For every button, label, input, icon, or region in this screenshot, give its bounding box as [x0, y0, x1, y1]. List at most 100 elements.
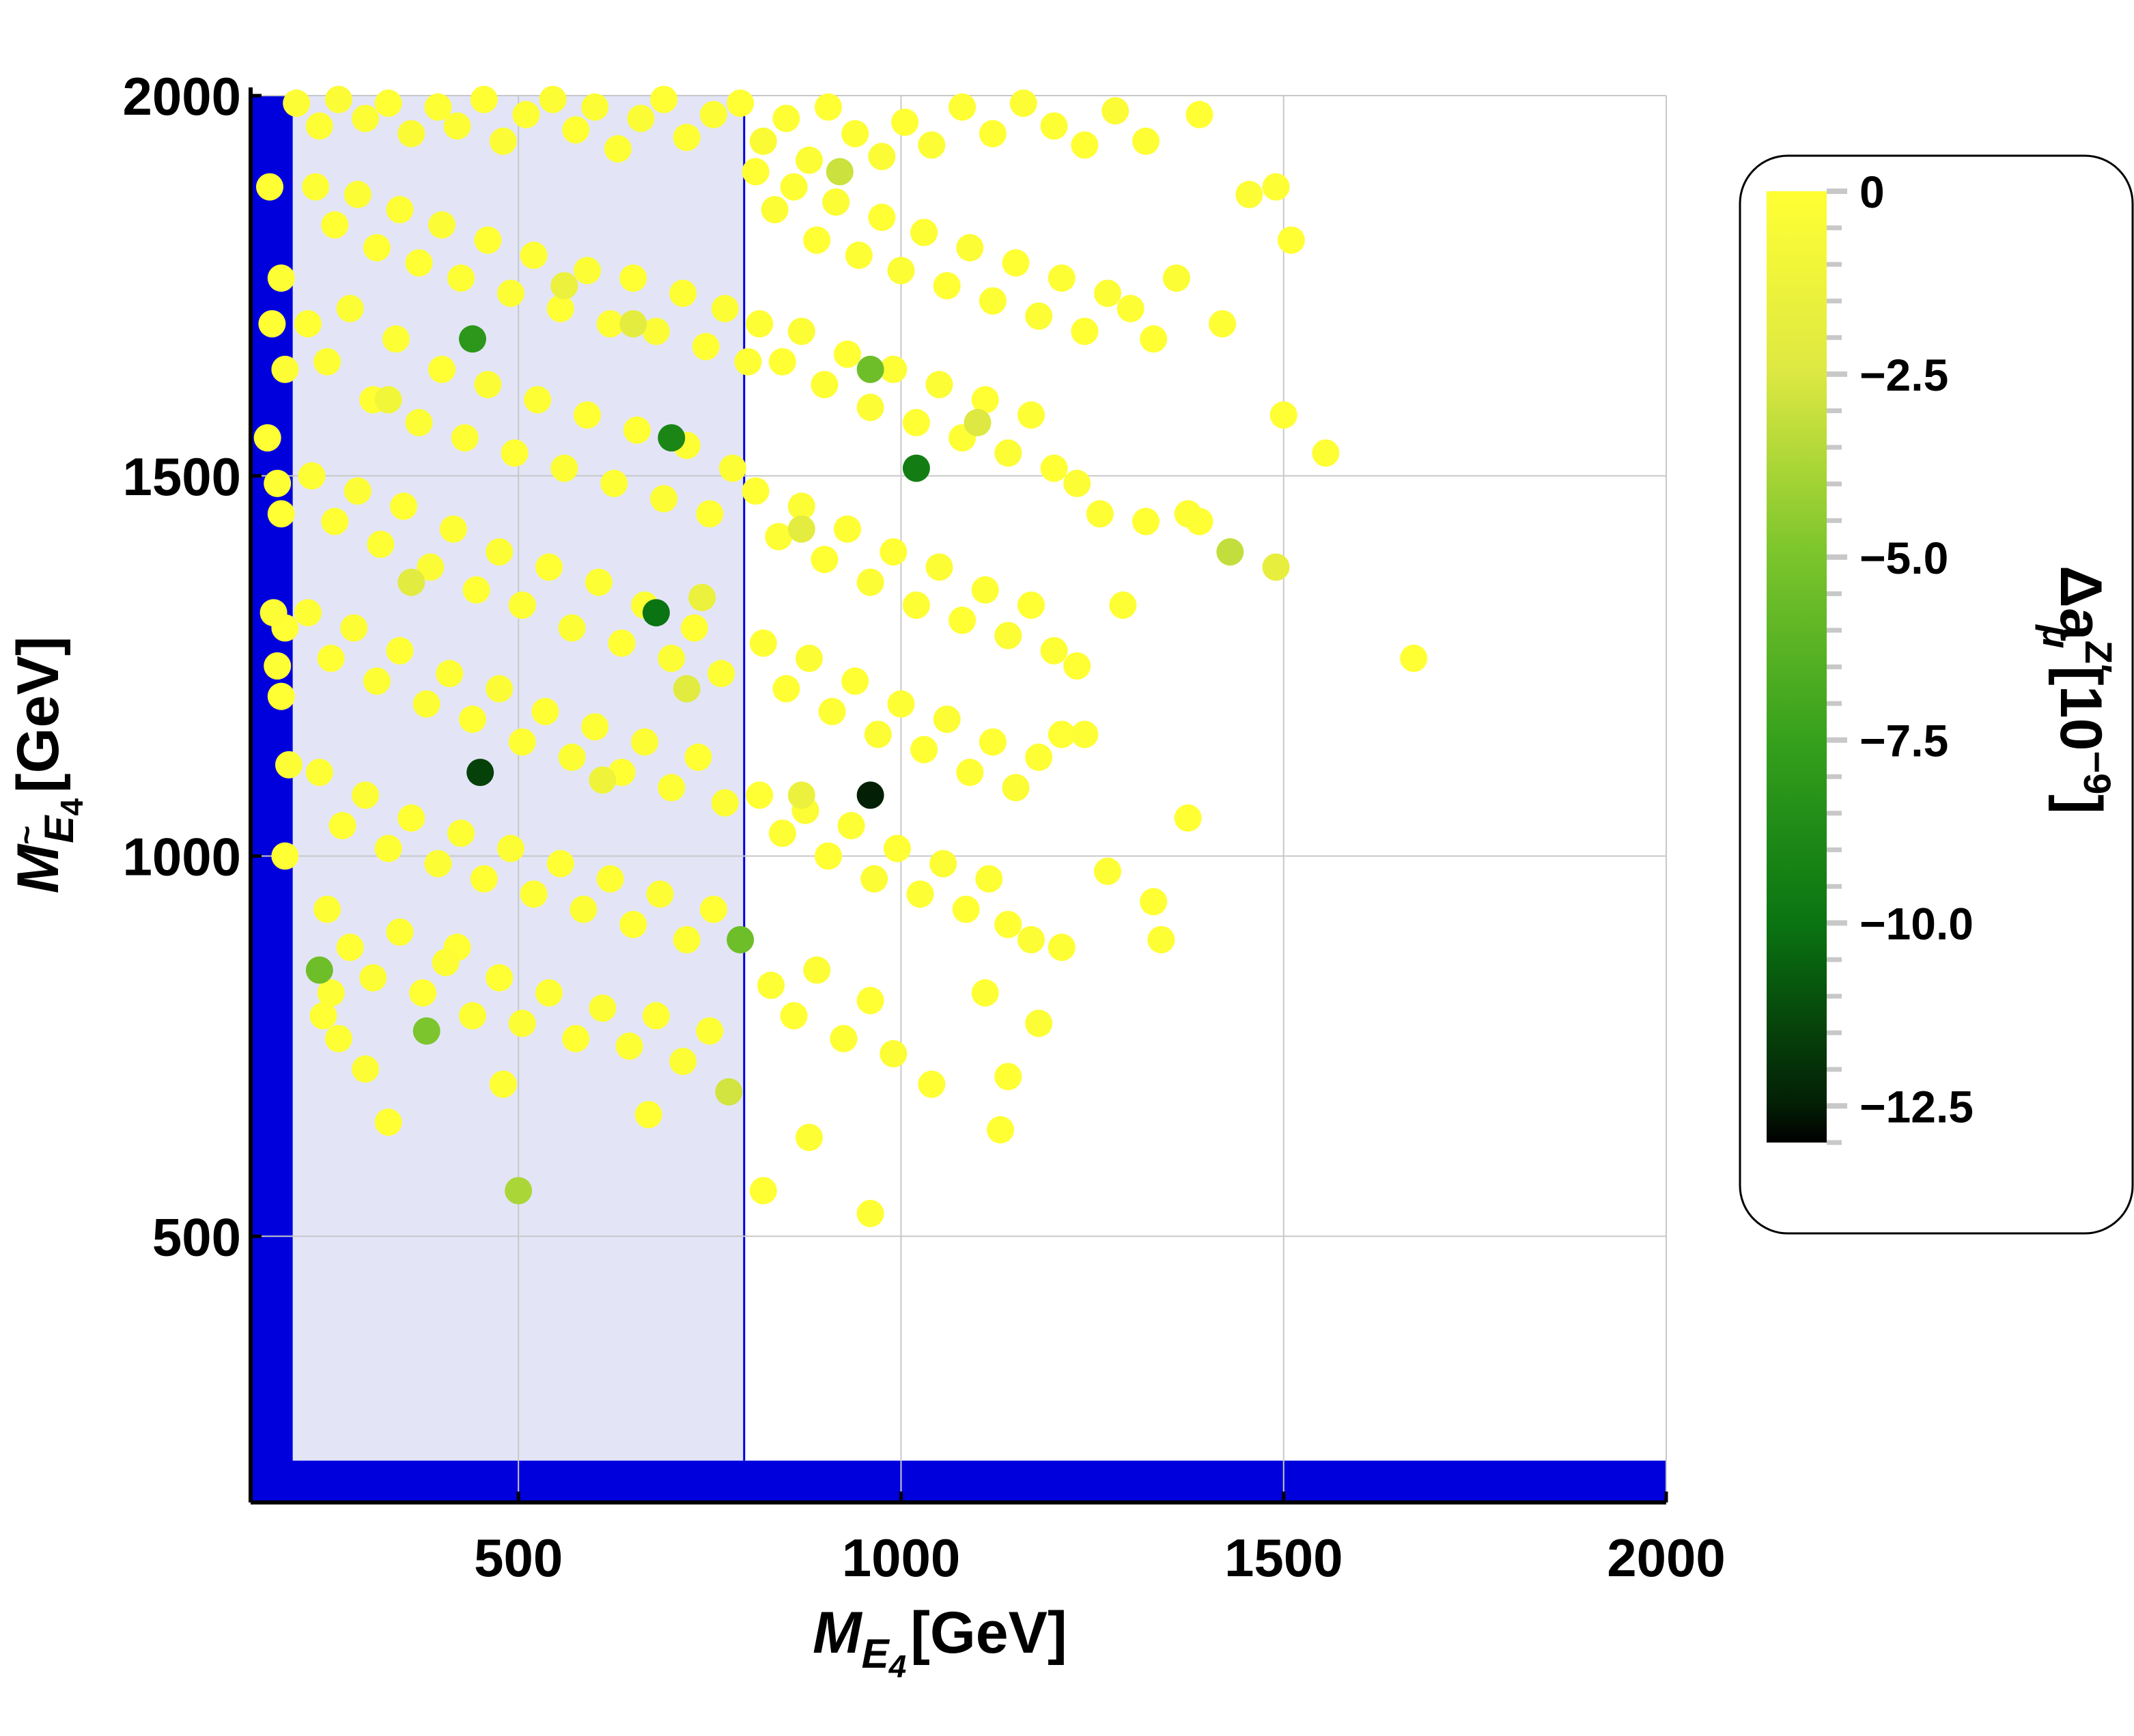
- data-point: [462, 576, 490, 604]
- data-point: [761, 196, 789, 223]
- colorbar-minor-ticks: [1827, 188, 1847, 1145]
- data-point: [956, 234, 984, 262]
- data-point: [864, 720, 892, 748]
- data-point: [267, 500, 295, 528]
- data-point: [466, 759, 494, 786]
- data-point: [397, 568, 425, 596]
- data-point: [868, 204, 896, 232]
- y-axis-title-main: M: [5, 843, 71, 893]
- y-axis-title: M~E4 [GeV]: [5, 636, 89, 894]
- data-point: [1140, 888, 1168, 916]
- data-point: [956, 759, 984, 786]
- data-point: [856, 568, 884, 596]
- data-point: [302, 173, 330, 201]
- data-point: [1094, 857, 1121, 885]
- data-point: [822, 188, 850, 216]
- data-point: [508, 728, 536, 756]
- data-point: [604, 135, 632, 163]
- data-point: [994, 1063, 1022, 1091]
- data-point: [546, 294, 574, 322]
- colorbar-title-sup: Z′: [2077, 641, 2120, 673]
- data-point: [267, 682, 295, 710]
- colorbar-tick-label: −7.5: [1859, 716, 1948, 766]
- data-point: [631, 728, 659, 756]
- data-point: [1174, 804, 1202, 832]
- data-point: [868, 143, 896, 171]
- data-point: [746, 781, 774, 809]
- data-point: [459, 325, 486, 353]
- data-point: [1071, 720, 1099, 748]
- data-point: [1094, 279, 1121, 307]
- data-point: [309, 1002, 337, 1030]
- data-point: [688, 583, 716, 611]
- data-point: [619, 910, 647, 938]
- data-point: [1025, 1009, 1053, 1037]
- svg-text:M~E4[GeV]: M~E4 [GeV]: [5, 636, 89, 894]
- data-point: [558, 614, 586, 642]
- data-point: [535, 553, 563, 581]
- data-point: [673, 675, 701, 703]
- data-point: [317, 645, 345, 672]
- data-point: [340, 614, 368, 642]
- data-point: [1063, 469, 1091, 497]
- data-point: [837, 812, 865, 839]
- data-point: [1109, 591, 1137, 619]
- x-axis-title: ME4[GeV]: [813, 1600, 1067, 1684]
- data-point: [692, 333, 720, 361]
- data-point: [918, 1070, 946, 1098]
- data-point: [508, 1009, 536, 1037]
- data-point: [512, 100, 540, 128]
- data-point: [887, 690, 915, 718]
- data-point: [596, 310, 624, 338]
- data-point: [374, 386, 402, 414]
- data-point: [474, 371, 502, 399]
- colorbar-tick-label: −5.0: [1859, 533, 1948, 583]
- data-point: [684, 743, 712, 771]
- data-point: [1400, 645, 1428, 672]
- data-point: [363, 667, 391, 695]
- data-point: [258, 310, 286, 338]
- colorbar-tick-label: −10.0: [1859, 899, 1974, 949]
- data-point: [451, 424, 479, 452]
- data-point: [1117, 294, 1145, 322]
- data-point: [742, 158, 770, 186]
- data-point: [412, 690, 440, 718]
- data-point: [680, 614, 708, 642]
- data-point: [979, 287, 1007, 315]
- data-point: [749, 1177, 777, 1205]
- data-point: [929, 850, 957, 878]
- data-point: [313, 895, 341, 923]
- data-point: [1216, 538, 1244, 566]
- colorbar-tick-labels: 0 −2.5 −5.0 −7.5 −10.0 −12.5: [1859, 167, 1974, 1132]
- data-point: [412, 1017, 440, 1045]
- data-point: [321, 507, 349, 535]
- data-point: [343, 180, 371, 208]
- data-point: [470, 865, 498, 893]
- colorbar-title-unit-sup: −9: [2076, 751, 2119, 794]
- data-point: [336, 294, 364, 322]
- data-point: [910, 736, 938, 764]
- data-point: [294, 310, 322, 338]
- data-point: [749, 629, 777, 657]
- data-point: [796, 645, 823, 672]
- data-point: [646, 880, 674, 908]
- colorbar-tick-label: 0: [1859, 167, 1885, 217]
- data-point: [520, 880, 548, 908]
- axes: [249, 87, 1668, 1504]
- data-point: [696, 1017, 724, 1045]
- x-axis-title-main: M: [813, 1600, 863, 1666]
- data-point: [925, 553, 953, 581]
- data-point: [294, 599, 322, 627]
- colorbar-title-main: Δa: [2048, 565, 2114, 641]
- data-point: [971, 979, 999, 1007]
- data-point: [845, 241, 873, 269]
- data-point: [841, 667, 869, 695]
- data-point: [298, 462, 326, 490]
- data-point: [856, 987, 884, 1015]
- data-point: [834, 515, 861, 543]
- data-point: [1132, 127, 1160, 155]
- y-tick-label: 1000: [122, 827, 241, 887]
- tick-labels: 500 1000 1500 2000 500 1000 1500 2000: [122, 66, 1725, 1588]
- data-point: [1147, 926, 1175, 953]
- data-point: [615, 1032, 643, 1060]
